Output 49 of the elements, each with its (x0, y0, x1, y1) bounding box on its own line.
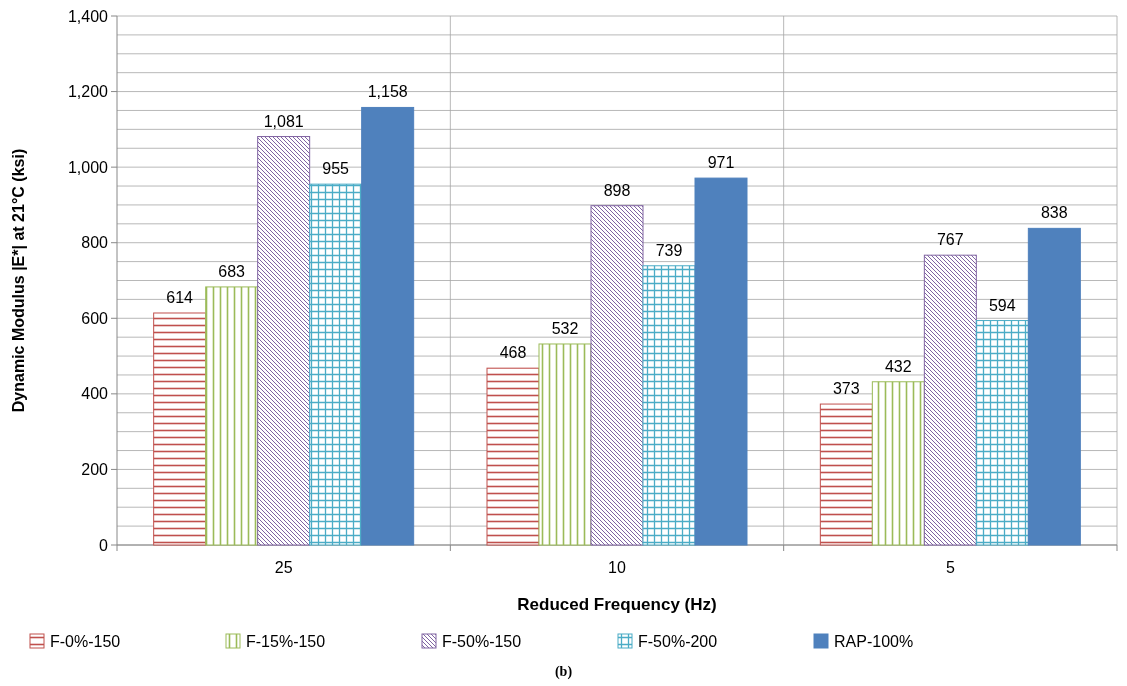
bar (309, 183, 363, 546)
data-label: 373 (832, 380, 860, 398)
data-label: 838 (1040, 204, 1068, 222)
y-tick-label: 200 (81, 461, 109, 479)
x-axis-title: Reduced Frequency (Hz) (517, 595, 717, 614)
data-label: 898 (603, 181, 631, 199)
data-label: 532 (551, 319, 579, 337)
bar (694, 177, 748, 546)
data-label: 1,081 (263, 112, 304, 130)
data-label: 683 (218, 262, 246, 280)
bar (257, 136, 311, 546)
data-label: 767 (936, 231, 964, 249)
y-axis-title: Dynamic Modulus |E*| at 21°C (ksi) (10, 148, 27, 413)
bar (361, 106, 415, 546)
bar (590, 205, 644, 546)
legend-label: F-0%-150 (50, 632, 121, 650)
data-label: 614 (166, 289, 194, 306)
data-label: 1,158 (367, 83, 408, 101)
bar (205, 286, 259, 546)
bar (1027, 227, 1081, 546)
legend-label: RAP-100% (834, 632, 914, 650)
bar (538, 343, 592, 546)
bar (871, 381, 925, 546)
y-tick-label: 400 (81, 385, 109, 403)
legend-label: F-50%-150 (442, 632, 522, 650)
legend-label: F-15%-150 (246, 632, 326, 650)
data-label: 955 (322, 160, 350, 178)
y-tick-label: 1,000 (67, 158, 109, 176)
data-label: 468 (499, 344, 527, 362)
x-tick-label: 10 (608, 559, 626, 576)
bar (975, 320, 1029, 546)
data-label: 739 (655, 241, 683, 259)
bar (153, 312, 207, 546)
data-label: 432 (884, 357, 912, 375)
bar (923, 254, 977, 546)
bar (642, 265, 696, 546)
bar (819, 403, 873, 546)
y-tick-label: 600 (81, 309, 109, 327)
y-tick-label: 0 (99, 536, 109, 554)
legend-label: F-50%-200 (638, 632, 718, 650)
data-label: 971 (707, 154, 735, 172)
data-label: 594 (988, 296, 1016, 314)
x-tick-label: 25 (274, 559, 293, 576)
x-tick-label: 5 (945, 559, 955, 576)
text: (b) (554, 664, 573, 680)
y-tick-label: 1,400 (67, 7, 109, 25)
y-tick-label: 800 (81, 234, 109, 252)
bar (486, 367, 540, 546)
y-tick-label: 1,200 (67, 83, 109, 101)
